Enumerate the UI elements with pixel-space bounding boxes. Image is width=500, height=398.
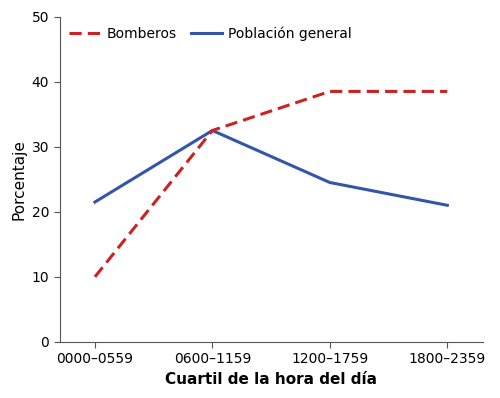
Bomberos xyxy=(327,89,333,94)
Bomberos xyxy=(92,275,98,279)
Legend: Bomberos, Población general: Bomberos, Población general xyxy=(66,23,355,44)
Bomberos xyxy=(444,89,450,94)
Población general xyxy=(92,200,98,205)
Line: Bomberos: Bomberos xyxy=(95,92,448,277)
Población general xyxy=(444,203,450,208)
X-axis label: Cuartil de la hora del día: Cuartil de la hora del día xyxy=(165,372,377,387)
Y-axis label: Porcentaje: Porcentaje xyxy=(11,139,26,220)
Población general xyxy=(210,128,216,133)
Población general xyxy=(327,180,333,185)
Line: Población general: Población general xyxy=(95,131,448,205)
Bomberos xyxy=(210,128,216,133)
